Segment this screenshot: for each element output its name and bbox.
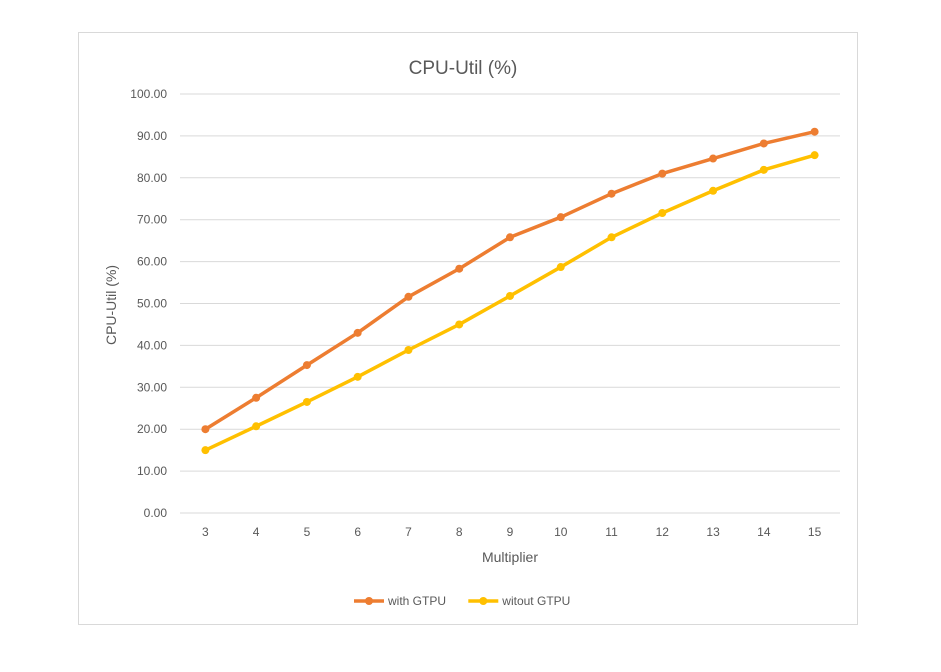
- x-tick-label: 4: [253, 525, 260, 539]
- line-chart: CPU-Util (%) 0.0010.0020.0030.0040.0050.…: [103, 58, 840, 608]
- data-point: [658, 208, 667, 217]
- gridlines: [180, 93, 840, 514]
- y-tick-label: 20.00: [137, 422, 167, 436]
- data-point: [556, 213, 565, 222]
- data-point: [302, 361, 311, 370]
- x-tick-label: 11: [605, 525, 618, 539]
- data-point: [607, 233, 616, 242]
- x-tick-label: 13: [706, 525, 720, 539]
- x-tick-label: 7: [405, 525, 412, 539]
- legend-label: witout GTPU: [501, 594, 570, 608]
- legend: with GTPU witout GTPU: [354, 594, 570, 608]
- data-point: [506, 233, 514, 242]
- y-tick-label: 70.00: [137, 213, 167, 227]
- y-axis-ticks: 0.00 10.00 20.00 30.00 40.00 50.00 60.00 70.00 8…: [130, 87, 167, 520]
- x-tick-label: 15: [808, 525, 822, 539]
- data-point: [506, 291, 514, 300]
- data-point: [709, 154, 718, 163]
- y-tick-label: 80.00: [137, 171, 167, 185]
- x-tick-label: 6: [354, 525, 361, 539]
- legend-item: with GTPU: [354, 594, 446, 608]
- series-lines: [201, 127, 819, 455]
- y-axis-label: CPU-Util (%): [103, 265, 119, 345]
- data-point: [709, 186, 718, 195]
- data-point: [353, 372, 362, 381]
- y-tick-label: 90.00: [137, 129, 167, 143]
- legend-label: with GTPU: [387, 594, 446, 608]
- series-line: [203, 129, 817, 431]
- x-tick-label: 14: [757, 525, 771, 539]
- x-tick-label: 3: [202, 525, 209, 539]
- data-point: [455, 320, 464, 329]
- y-tick-label: 100.00: [130, 87, 167, 101]
- data-point: [455, 264, 464, 273]
- data-point: [201, 446, 210, 455]
- y-tick-label: 0.00: [144, 506, 168, 520]
- data-point: [404, 346, 413, 355]
- legend-marker: [365, 597, 373, 605]
- y-tick-label: 50.00: [137, 297, 167, 311]
- x-axis-ticks: 3 4 5 6 7 8 9 10 11 12 13 14 15: [202, 525, 822, 539]
- x-tick-label: 8: [456, 525, 463, 539]
- data-point: [810, 151, 819, 160]
- x-axis-label: Multiplier: [482, 549, 538, 565]
- data-point: [252, 422, 261, 431]
- data-point: [658, 169, 667, 178]
- data-point: [810, 127, 819, 136]
- y-tick-label: 60.00: [137, 255, 167, 269]
- data-point: [252, 393, 261, 402]
- series-line: [203, 153, 817, 452]
- data-point: [201, 425, 210, 434]
- data-point: [759, 165, 768, 174]
- data-point: [759, 139, 768, 148]
- legend-marker: [479, 597, 488, 605]
- y-tick-label: 10.00: [137, 464, 167, 478]
- data-point: [556, 263, 565, 272]
- data-point: [404, 292, 413, 301]
- data-point: [353, 328, 362, 337]
- chart-frame: CPU-Util (%) 0.00 10.00 20.00 30.00 40.00 50.…: [78, 32, 858, 625]
- chart-title: CPU-Util (%): [409, 58, 518, 79]
- legend-item: witout GTPU: [468, 594, 570, 608]
- data-point: [302, 397, 311, 406]
- y-tick-label: 30.00: [137, 380, 167, 394]
- x-tick-label: 12: [656, 525, 670, 539]
- x-tick-label: 9: [507, 525, 514, 539]
- x-tick-label: 10: [554, 525, 568, 539]
- data-point: [607, 189, 616, 198]
- y-tick-label: 40.00: [137, 338, 167, 352]
- x-tick-label: 5: [304, 525, 311, 539]
